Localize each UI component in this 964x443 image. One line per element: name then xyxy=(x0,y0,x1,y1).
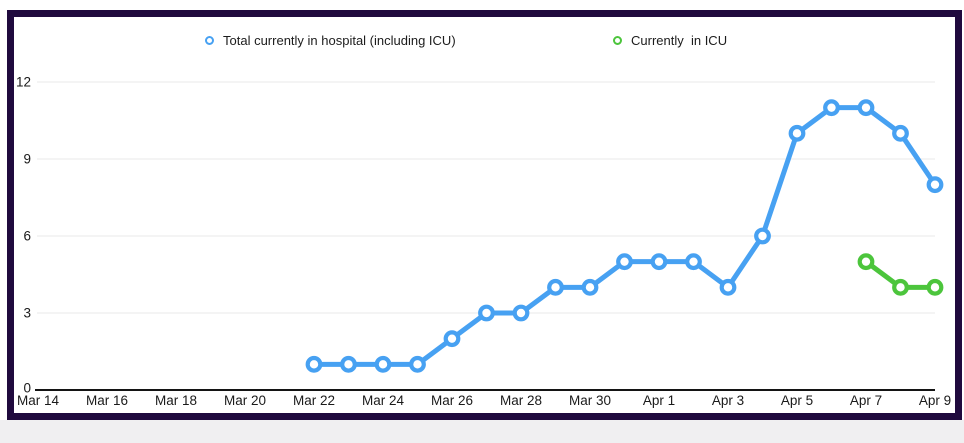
data-point-marker xyxy=(581,278,599,296)
x-tick-label: Mar 16 xyxy=(86,393,128,408)
data-point-marker xyxy=(650,253,668,271)
data-point-marker xyxy=(754,227,771,245)
data-point-marker xyxy=(547,278,564,296)
x-tick-label: Apr 5 xyxy=(781,393,813,408)
data-point-marker xyxy=(512,304,530,322)
x-tick-label: Mar 28 xyxy=(500,393,542,408)
chart-plot: 0 3 6 9 12 Mar 14 Mar 16 Mar 18 Mar 20 Mar 22 Mar … xyxy=(16,74,951,408)
x-tick-label: Apr 3 xyxy=(712,393,744,408)
data-point-marker xyxy=(857,99,875,117)
x-tick-label: Apr 9 xyxy=(919,393,951,408)
x-tick-label: Apr 7 xyxy=(850,393,882,408)
y-tick-label: 12 xyxy=(16,74,31,89)
data-point-marker xyxy=(340,355,357,373)
data-point-marker xyxy=(616,253,633,271)
legend-item-icu[interactable]: Currently in ICU xyxy=(613,32,727,49)
x-tick-label: Mar 14 xyxy=(17,393,60,408)
data-point-marker xyxy=(685,253,702,271)
legend-marker-icu-icon xyxy=(613,36,622,45)
y-tick-label: 0 xyxy=(23,381,31,396)
data-point-marker xyxy=(892,124,909,142)
x-tick-label: Mar 22 xyxy=(293,393,335,408)
x-tick-label: Apr 1 xyxy=(643,393,675,408)
page-background-strip xyxy=(0,420,964,443)
x-tick-label: Mar 26 xyxy=(431,393,473,408)
data-point-marker xyxy=(926,278,944,296)
x-tick-label: Mar 18 xyxy=(155,393,197,408)
y-tick-label: 3 xyxy=(23,305,31,320)
data-point-marker xyxy=(443,330,461,348)
legend-label-icu: Currently in ICU xyxy=(631,33,728,48)
data-point-marker xyxy=(857,253,875,271)
data-point-marker xyxy=(788,124,806,142)
data-point-marker xyxy=(478,304,495,322)
data-point-marker xyxy=(926,176,944,194)
data-point-marker xyxy=(719,278,737,296)
data-point-marker xyxy=(892,278,909,296)
x-tick-label: Mar 30 xyxy=(569,393,611,408)
data-point-marker xyxy=(305,355,323,373)
data-point-marker xyxy=(409,355,426,373)
legend-label-hospital: Total currently in hospital (including I… xyxy=(223,33,456,48)
chart-card: Total currently in hospital (including I… xyxy=(7,10,962,420)
legend-marker-hospital-icon xyxy=(205,36,214,45)
legend-item-hospital[interactable]: Total currently in hospital (including I… xyxy=(205,32,456,49)
data-point-marker xyxy=(374,355,392,373)
y-tick-label: 9 xyxy=(23,151,31,166)
x-tick-label: Mar 24 xyxy=(362,393,405,408)
y-tick-label: 6 xyxy=(23,228,31,243)
data-point-marker xyxy=(823,99,840,117)
x-tick-label: Mar 20 xyxy=(224,393,266,408)
